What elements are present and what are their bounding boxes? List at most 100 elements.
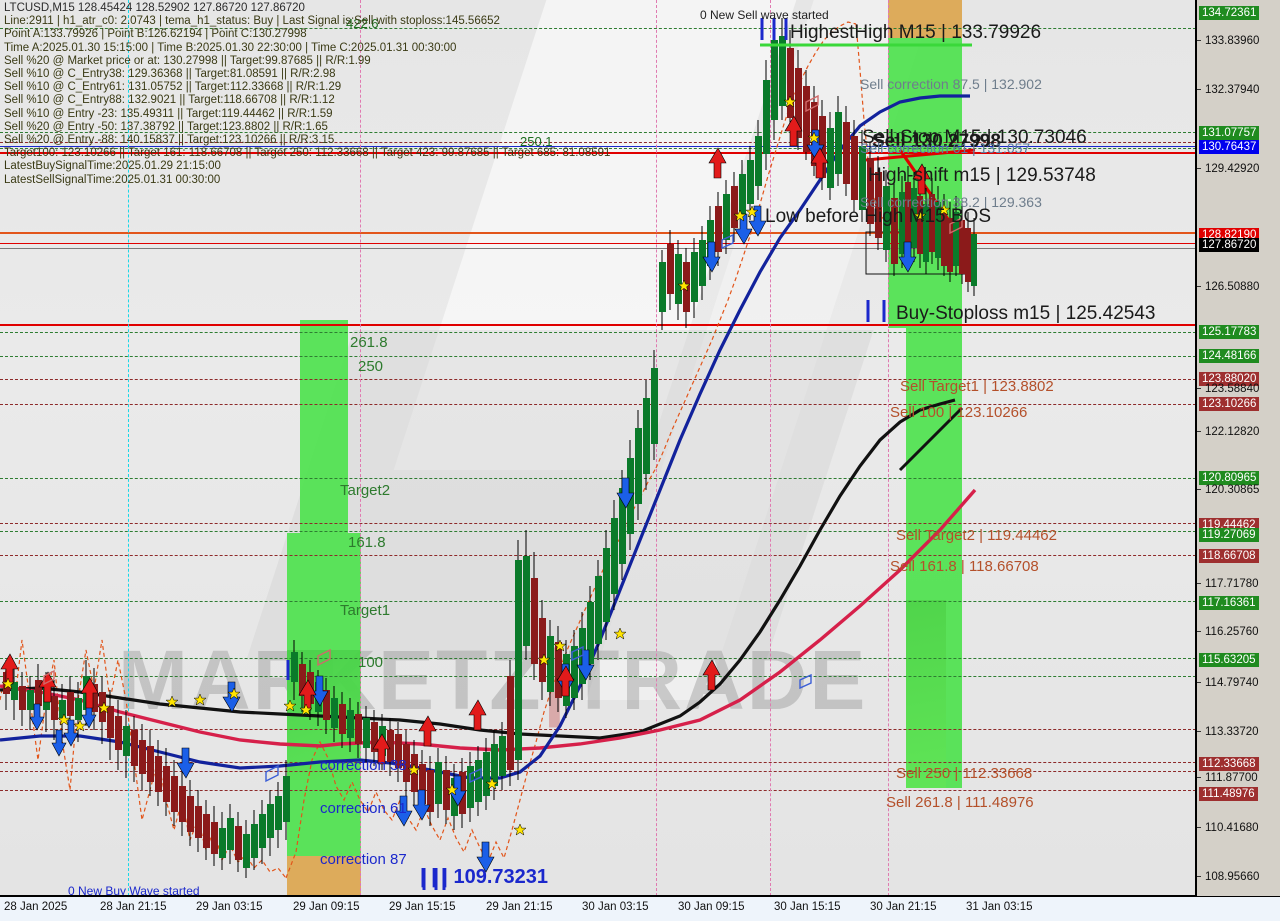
new-sell-wave-label: 0 New Sell wave started — [700, 8, 829, 22]
info-line-6: Sell %10 @ C_Entry61: 131.05752 || Targe… — [4, 81, 342, 94]
fib-overlay-250: 250.1 — [520, 134, 553, 149]
time-tick: 28 Jan 2025 — [4, 901, 68, 913]
time-separator — [128, 0, 129, 896]
current-price-line — [0, 248, 1196, 249]
time-tick: 31 Jan 03:15 — [966, 901, 1033, 913]
price-badge: 125.17783 — [1199, 325, 1260, 339]
fib-100-label: 100 — [358, 654, 384, 671]
zone-orange-left — [287, 856, 361, 896]
header-level-line — [0, 132, 1196, 133]
time-tick: 30 Jan 09:15 — [678, 901, 745, 913]
time-tick: 30 Jan 21:15 — [870, 901, 937, 913]
price-badge: 112.33668 — [1199, 757, 1259, 771]
fib-overlay-422: 422.6 — [346, 16, 379, 31]
price-badge: 134.72361 — [1199, 6, 1260, 20]
fib-target2-label: Target2 — [340, 482, 391, 499]
price-axis[interactable]: 134.72361 133.83960 132.37940 131.07757 … — [1196, 0, 1280, 896]
time-tick: 30 Jan 03:15 — [582, 901, 649, 913]
level-line — [0, 356, 1196, 357]
fib-250-label: 250 — [358, 358, 384, 375]
price-chart-canvas[interactable]: MARKETZ|TRADE — [0, 0, 1196, 896]
price-tick: 108.95660 — [1197, 871, 1259, 883]
sell-correction-875-label: Sell correction 87.5 | 132.902 — [860, 76, 1042, 92]
level-line — [0, 790, 1196, 791]
ma-red-line — [0, 488, 977, 752]
highest-high-label: HighestHigh M15 | 133.79926 — [790, 22, 1042, 43]
zone-orange-right — [888, 0, 962, 38]
info-line-11: Target100: 123.10266 || Target 161: 118.… — [4, 147, 611, 160]
correction-38-label: correction 38 — [320, 757, 407, 774]
candlestick-series — [3, 18, 977, 878]
flag-markers — [43, 94, 963, 784]
price-tick: 116.25760 — [1197, 626, 1259, 638]
level-line — [0, 28, 1196, 29]
time-tick: 28 Jan 21:15 — [100, 901, 167, 913]
level-line — [0, 148, 1196, 149]
time-separator — [770, 0, 771, 896]
level-line — [0, 531, 1196, 532]
info-line-1: Line:2911 | h1_atr_c0: 2.0743 | tema_h1_… — [4, 15, 500, 28]
price-badge: 117.16361 — [1199, 596, 1259, 610]
zone-green-left — [300, 320, 348, 533]
high-shift-label: High-shift m15 | 129.53748 — [868, 165, 1096, 186]
time-tick: 29 Jan 09:15 — [293, 901, 360, 913]
level-line — [0, 478, 1196, 479]
price-badge-close: 127.86720 — [1199, 238, 1260, 252]
fib-target1-label: Target1 — [340, 602, 391, 619]
sell-stop-label: Sell-Stop M15 | 130.73046 — [862, 127, 1087, 148]
sell-161-label: Sell 161.8 | 118.66708 — [890, 558, 1039, 575]
price-tick: 117.71780 — [1197, 578, 1259, 590]
info-line-13: LatestSellSignalTime:2025.01.31 00:30:00 — [4, 173, 221, 186]
time-tick: 29 Jan 15:15 — [389, 901, 456, 913]
price-badge: 123.10266 — [1199, 397, 1260, 411]
price-badge: 124.48166 — [1199, 349, 1260, 363]
time-tick: 30 Jan 15:15 — [774, 901, 841, 913]
time-tick: 29 Jan 21:15 — [486, 901, 553, 913]
price-tick: 122.12820 — [1197, 426, 1259, 438]
symbol-ohlc-line: LTCUSD,M15 128.45424 128.52902 127.86720… — [4, 2, 305, 14]
level-line — [0, 729, 1196, 730]
indicator-info-panel: LTCUSD,M15 128.45424 128.52902 127.86720… — [4, 2, 610, 187]
price-tick: 113.33720 — [1197, 726, 1259, 738]
sell-261-label: Sell 261.8 | 111.48976 — [886, 794, 1034, 811]
level-line — [0, 404, 1196, 405]
time-axis[interactable]: 28 Jan 2025 28 Jan 21:15 29 Jan 03:15 29… — [0, 896, 1280, 921]
time-separator — [360, 0, 361, 896]
sell-target1-label: Sell Target1 | 123.8802 — [900, 378, 1054, 395]
new-buy-wave-label: 0 New Buy Wave started — [68, 884, 200, 896]
price-badge-current-bid: 130.76437 — [1199, 140, 1260, 154]
header-level-line — [0, 142, 1196, 143]
level-line — [0, 523, 1196, 524]
low-before-high-label: Low before High M15 BOS — [765, 206, 992, 227]
info-line-8: Sell %10 @ Entry -23: 135.49311 || Targe… — [4, 107, 333, 120]
low-marker-label: | | | 109.73231 — [420, 866, 548, 888]
level-line — [0, 771, 1196, 772]
price-tick: 114.79740 — [1197, 677, 1259, 689]
correction-61-label: correction 61 — [320, 800, 407, 817]
price-badge: 123.88020 — [1199, 372, 1260, 386]
price-badge: 131.07757 — [1199, 126, 1260, 140]
time-tick: 29 Jan 03:15 — [196, 901, 263, 913]
level-line — [0, 332, 1196, 333]
resistance-line-orange — [0, 232, 1196, 234]
price-tick: 111.87700 — [1197, 772, 1258, 784]
level-line — [0, 762, 1196, 763]
info-line-7: Sell %10 @ C_Entry88: 132.9021 || Target… — [4, 94, 335, 107]
correction-87-label: correction 87 — [320, 851, 407, 868]
bos-trendline — [865, 148, 976, 162]
sell-market-label: Sell 130.27998 — [872, 131, 1001, 152]
buy-arrow-markers — [29, 129, 917, 873]
price-tick: 110.41680 — [1197, 822, 1259, 834]
buy-stoploss-label: Buy-Stoploss m15 | 125.42543 — [896, 303, 1156, 324]
sell-correction-61-label: Sell correction 61 | 131.057 — [860, 140, 1031, 156]
ma-blue-line — [0, 94, 970, 780]
price-badge: 118.66708 — [1199, 549, 1259, 563]
price-badge: 119.27069 — [1199, 528, 1259, 542]
blue-level-line — [0, 146, 1196, 147]
info-line-10: Sell %20 @ Entry -88: 140.15837 || Targe… — [4, 134, 335, 147]
price-tick: 129.42920 — [1197, 163, 1259, 175]
price-tick: 132.37940 — [1197, 84, 1259, 96]
price-series-svg — [0, 18, 977, 890]
fib-2618-label: 261.8 — [350, 334, 388, 351]
